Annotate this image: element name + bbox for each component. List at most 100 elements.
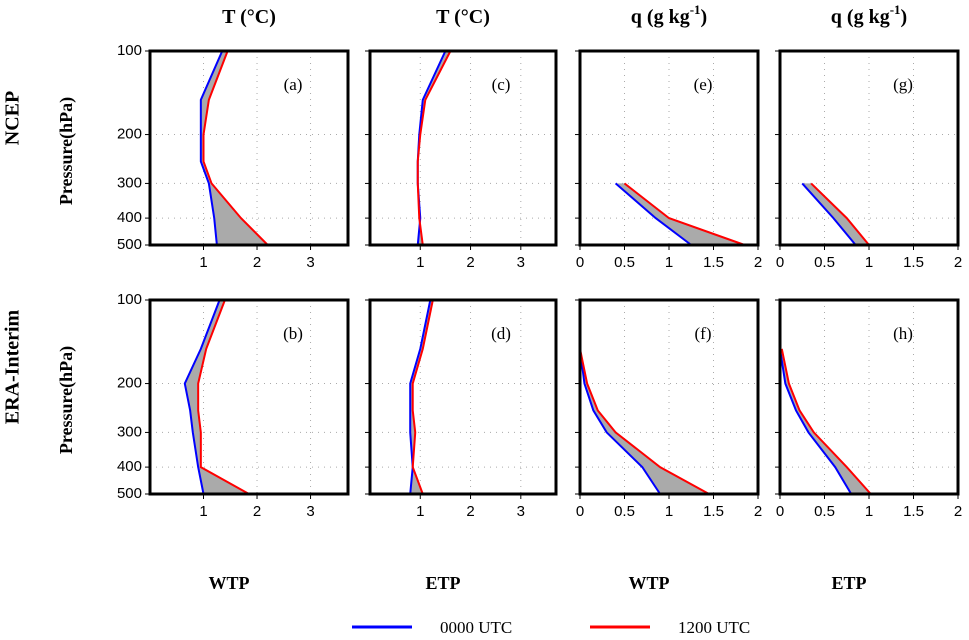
title-text: T (°C) [436,6,490,28]
x-tick-label: 2 [954,503,962,520]
x-tick-label: 0 [576,254,584,271]
line [579,348,661,495]
region-label: WTP [208,573,249,593]
x-tick-label: 1 [199,503,207,520]
line [779,348,853,495]
legend-label: 1200 UTC [678,618,750,637]
column-title: T (°C) [222,6,276,28]
panel: 0 0.5 1 1.5 2 (f) WTP [575,298,762,593]
difference-area [184,300,249,494]
difference-area [780,348,871,494]
difference-area [200,51,268,245]
x-tick-label: 3 [306,503,314,520]
x-tick-label: 0 [776,503,784,520]
panel-frame [368,298,558,496]
x-tick-label: 0.5 [814,254,835,271]
x-tick-label: 3 [517,503,525,520]
region-label: WTP [628,573,669,593]
difference-area [802,183,869,245]
x-tick-label: 0.5 [614,254,635,271]
column-title: q (g kg-1) [831,2,907,28]
panel: 0 0.5 1 1.5 2 (e) q (g kg-1) [575,2,762,271]
column-title: q (g kg-1) [631,2,707,28]
x-tick-label: 2 [954,254,962,271]
line [197,299,250,495]
panel-frame [368,49,558,247]
x-tick-label: 1.5 [903,254,924,271]
line [801,182,857,246]
panel-frame [148,49,350,247]
line [614,182,692,246]
line [623,182,745,246]
panel-frame [578,298,760,496]
y-axis-label: Pressure(hPa) [56,346,77,454]
x-tick-label: 1.5 [903,503,924,520]
x-tick-label: 1.5 [703,503,724,520]
panel-label: (h) [893,324,913,343]
x-tick-label: 2 [754,503,762,520]
title-end: ) [901,6,908,28]
panel-frame [578,49,760,247]
x-tick-label: 1 [665,503,673,520]
line [416,50,452,246]
x-tick-label: 3 [517,254,525,271]
x-tick-label: 1 [416,254,424,271]
column-title: T (°C) [436,6,490,28]
panel-label: (g) [893,75,913,94]
panel: 1 2 3 (c) T (°C) [365,6,558,271]
title-sup: -1 [890,2,901,17]
x-tick-label: 1.5 [703,254,724,271]
line [579,348,710,495]
x-tick-label: 0.5 [814,503,835,520]
x-tick-label: 2 [754,254,762,271]
title-end: ) [701,6,708,28]
x-tick-label: 2 [466,254,474,271]
x-tick-label: 2 [253,254,261,271]
x-tick-label: 1 [416,503,424,520]
x-tick-label: 3 [306,254,314,271]
x-tick-label: 0 [576,503,584,520]
panel-label: (e) [694,75,713,94]
x-tick-label: 1 [199,254,207,271]
y-axis-label: Pressure(hPa) [56,97,77,205]
line [183,299,221,495]
y-tick-label: 500 [117,236,142,253]
title-sup: -1 [690,2,701,17]
y-tick-label: 300 [117,423,142,440]
line [416,50,447,246]
y-tick-label: 100 [117,291,142,308]
x-tick-label: 2 [253,503,261,520]
x-tick-label: 1 [865,254,873,271]
row-label: ERA-Interim [2,309,24,424]
x-tick-label: 1 [665,254,673,271]
panel-label: (c) [492,75,511,94]
y-tick-label: 300 [117,174,142,191]
title-text: T (°C) [222,6,276,28]
row-label: NCEP [2,91,24,145]
panel-label: (d) [491,324,511,343]
line [810,182,870,246]
x-tick-label: 0 [776,254,784,271]
panel: 0 0.5 1 1.5 2 (g) q (g kg-1) [775,2,962,271]
panel: 0 0.5 1 1.5 2 (h) ETP [775,298,962,593]
panel: 1 2 3 100 200 300 400 500 (a) T (°C) Pressure(hPa)… [2,6,350,271]
region-label: ETP [831,573,866,593]
panel-frame [148,298,350,496]
x-tick-label: 2 [466,503,474,520]
y-tick-label: 500 [117,485,142,502]
line [199,50,224,246]
line [202,50,269,246]
panel: 1 2 3 (d) ETP [365,298,558,593]
title-text: q (g kg [631,6,690,28]
legend-label: 0000 UTC [440,618,512,637]
panel-label: (b) [283,324,303,343]
x-tick-label: 0.5 [614,503,635,520]
y-tick-label: 400 [117,458,142,475]
panel-frame [778,49,960,247]
y-tick-label: 200 [117,126,142,143]
panel: 1 2 3 100 200 300 400 500 (b) WTP Pressure(hPa) ERA… [2,291,350,593]
difference-area [615,183,745,245]
region-label: ETP [425,573,460,593]
y-tick-label: 100 [117,42,142,59]
